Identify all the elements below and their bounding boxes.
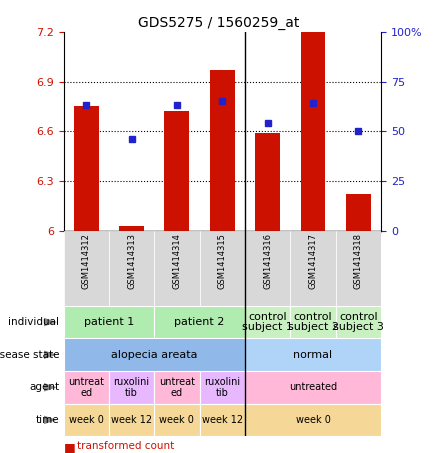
Text: disease state: disease state — [0, 350, 59, 360]
Bar — [210, 70, 235, 231]
Polygon shape — [44, 350, 57, 359]
Text: GSM1414315: GSM1414315 — [218, 233, 227, 289]
Bar — [119, 226, 144, 231]
Text: control
subject 3: control subject 3 — [333, 312, 384, 333]
Text: GSM1414314: GSM1414314 — [173, 233, 181, 289]
Bar — [154, 306, 245, 338]
Text: time: time — [35, 415, 59, 425]
Bar — [74, 106, 99, 231]
Text: GSM1414316: GSM1414316 — [263, 233, 272, 289]
Bar — [64, 231, 109, 306]
Bar — [64, 404, 109, 436]
Polygon shape — [44, 383, 57, 392]
Text: week 12: week 12 — [202, 415, 243, 425]
Text: ■: ■ — [64, 441, 75, 453]
Bar — [245, 338, 381, 371]
Text: week 0: week 0 — [69, 415, 104, 425]
Bar — [336, 231, 381, 306]
Bar — [290, 306, 336, 338]
Text: normal: normal — [293, 350, 332, 360]
Text: week 12: week 12 — [111, 415, 152, 425]
Text: week 0: week 0 — [296, 415, 330, 425]
Bar — [245, 306, 290, 338]
Text: untreat
ed: untreat ed — [68, 377, 104, 398]
Text: untreated: untreated — [289, 382, 337, 392]
Text: GSM1414313: GSM1414313 — [127, 233, 136, 289]
Text: control
subject 1: control subject 1 — [242, 312, 293, 333]
Text: GSM1414318: GSM1414318 — [354, 233, 363, 289]
Bar — [154, 231, 200, 306]
Bar — [154, 371, 200, 404]
Bar — [200, 231, 245, 306]
Bar — [64, 306, 154, 338]
Bar — [346, 194, 371, 231]
Text: transformed count: transformed count — [77, 441, 174, 451]
Text: alopecia areata: alopecia areata — [111, 350, 198, 360]
Text: patient 2: patient 2 — [174, 317, 225, 327]
Text: GDS5275 / 1560259_at: GDS5275 / 1560259_at — [138, 16, 300, 30]
Bar — [164, 111, 189, 231]
Bar — [245, 231, 290, 306]
Text: control
subject 2: control subject 2 — [287, 312, 339, 333]
Text: GSM1414312: GSM1414312 — [82, 233, 91, 289]
Text: ruxolini
tib: ruxolini tib — [113, 377, 150, 398]
Text: GSM1414317: GSM1414317 — [308, 233, 318, 289]
Bar — [200, 371, 245, 404]
Bar — [245, 404, 381, 436]
Bar — [109, 231, 154, 306]
Polygon shape — [44, 318, 57, 327]
Bar — [64, 371, 109, 404]
Text: week 0: week 0 — [159, 415, 194, 425]
Text: agent: agent — [29, 382, 59, 392]
Text: ruxolini
tib: ruxolini tib — [204, 377, 240, 398]
Bar — [200, 404, 245, 436]
Bar — [154, 404, 200, 436]
Bar — [245, 371, 381, 404]
Bar — [255, 133, 280, 231]
Text: patient 1: patient 1 — [84, 317, 134, 327]
Bar — [300, 32, 325, 231]
Polygon shape — [44, 415, 57, 424]
Bar — [109, 404, 154, 436]
Bar — [109, 371, 154, 404]
Bar — [64, 338, 245, 371]
Bar — [336, 306, 381, 338]
Text: untreat
ed: untreat ed — [159, 377, 195, 398]
Text: individual: individual — [8, 317, 59, 327]
Bar — [290, 231, 336, 306]
